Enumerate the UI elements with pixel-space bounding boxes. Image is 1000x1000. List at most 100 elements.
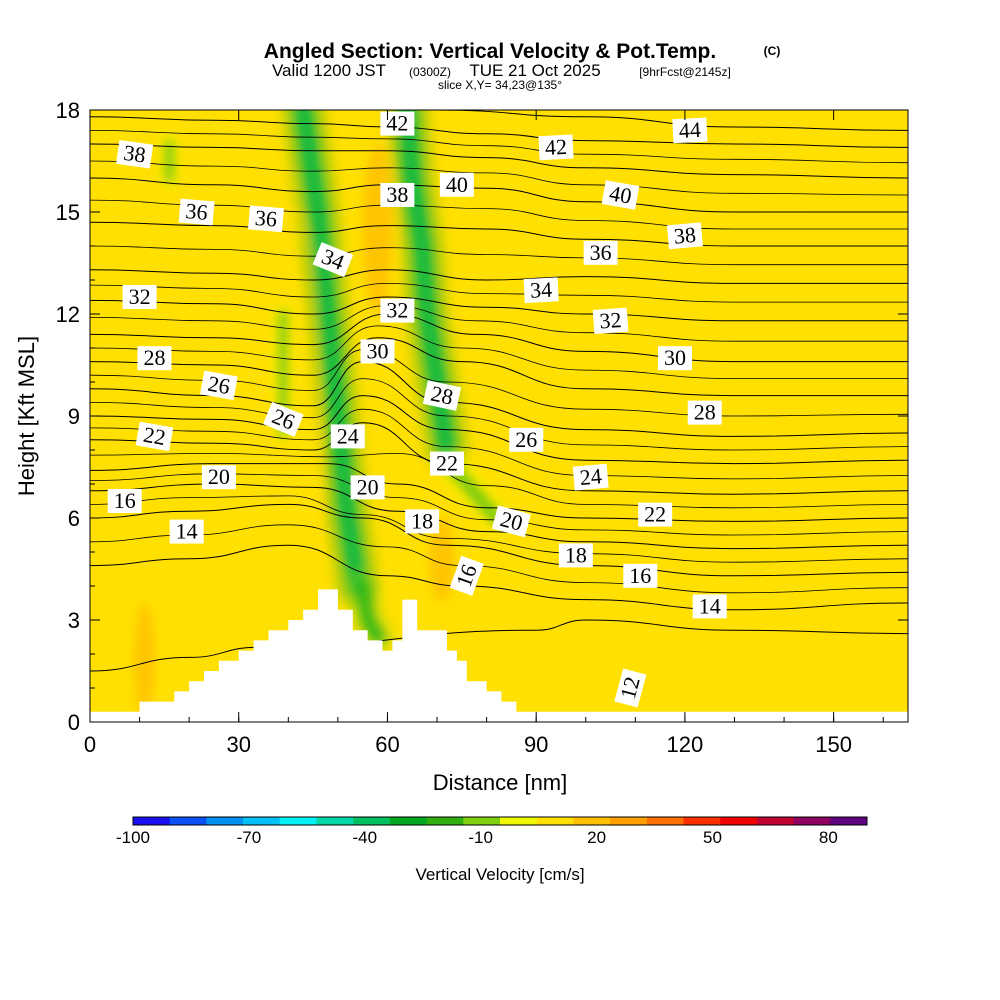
contour-label-text: 26 [206, 371, 232, 399]
contour-label-text: 38 [386, 182, 408, 207]
colorbar-swatch [353, 817, 391, 825]
colorbar-frame [132, 816, 868, 826]
theta-contour-minor [90, 282, 908, 303]
subtitle-date: TUE 21 Oct 2025 [469, 61, 600, 80]
contour-label-text: 22 [644, 502, 666, 527]
colorbar-swatch [169, 817, 207, 825]
theta-contour-minor [90, 160, 908, 196]
contour-label-bg [583, 240, 618, 265]
contour-label-bg [380, 298, 415, 323]
theta-contour-40 [90, 143, 908, 179]
contour-label-text: 14 [699, 593, 721, 618]
contour-label-20: 20 [350, 474, 385, 500]
contour-label-32: 32 [122, 284, 157, 309]
contour-label-text: 32 [386, 298, 408, 323]
y-tick-label: 15 [56, 200, 80, 225]
subtitle-utc: (0300Z) [409, 65, 451, 79]
contour-label-bg [380, 183, 415, 207]
contour-label-bg [601, 180, 640, 210]
contour-label-bg [592, 307, 629, 334]
contour-label-text: 28 [143, 345, 165, 370]
contour-label-bg [380, 111, 415, 136]
contour-label-bg [523, 277, 559, 304]
contour-label-bg [422, 380, 462, 411]
contour-label-text: 30 [664, 345, 686, 370]
y-tick-label: 6 [68, 506, 80, 531]
contour-label-text: 34 [529, 277, 552, 303]
contour-label-text: 44 [678, 117, 701, 143]
y-axis-label: Height [Kft MSL] [14, 336, 39, 496]
contour-label-bg [169, 519, 204, 544]
theta-contour-12 [90, 619, 908, 672]
contour-label-bg [405, 509, 440, 534]
contour-label-28: 28 [137, 345, 172, 371]
colorbar-tick-label: 20 [587, 828, 606, 847]
contour-label-26: 26 [200, 370, 238, 401]
theta-contour-32 [90, 296, 908, 322]
contour-label-text: 40 [446, 172, 468, 197]
contour-label-14: 14 [692, 593, 727, 619]
colorbar-swatch [646, 817, 684, 825]
colorbar-swatch [279, 817, 317, 825]
contour-label-36: 36 [178, 198, 215, 226]
colorbar-swatch [793, 817, 831, 825]
contour-label-26: 26 [509, 427, 544, 452]
y-tick-label: 0 [68, 710, 80, 735]
contour-label-22: 22 [429, 451, 464, 476]
theta-contour-28 [90, 337, 908, 397]
theta-contour-minor [90, 130, 908, 164]
contour-label-bg [666, 222, 703, 250]
colorbar-swatch [389, 817, 428, 825]
theta-contour-minor [90, 245, 908, 266]
contour-label-bg [491, 505, 531, 538]
terrain [90, 589, 908, 722]
contour-label-text: 42 [386, 111, 408, 136]
contour-label-40: 40 [439, 172, 474, 197]
colorbar-label: Vertical Velocity [cm/s] [415, 865, 584, 884]
contour-label-text: 18 [411, 508, 433, 533]
contour-label-bg [330, 424, 365, 449]
contour-label-24: 24 [572, 463, 609, 491]
slice-label: slice X,Y= 34,23@135° [438, 78, 562, 92]
contour-label-24: 24 [330, 423, 365, 449]
contour-label-bg [623, 563, 658, 588]
contour-label-text: 32 [129, 284, 151, 309]
subtitle-valid: Valid 1200 JST [272, 61, 386, 80]
contour-label-22: 22 [135, 421, 174, 452]
theta-contour-44 [437, 110, 908, 131]
contour-label-text: 18 [565, 542, 587, 567]
contour-label-bg [201, 465, 236, 490]
contour-label-42: 42 [538, 134, 574, 161]
contour-label-text: 36 [590, 240, 612, 265]
x-axis: 0 30 60 90 120 150 [84, 110, 884, 757]
contour-label-bg [439, 172, 474, 197]
contour-label-text: 20 [357, 474, 379, 499]
theta-contour-16 [90, 503, 908, 577]
theta-contour-minor [90, 452, 908, 509]
contour-label-bg [248, 205, 284, 233]
contour-label-text: 26 [515, 427, 537, 452]
contour-label-bg [449, 555, 484, 596]
contour-label-text: 30 [367, 338, 389, 363]
contour-label-bg [178, 198, 215, 226]
contour-label-38: 38 [116, 140, 154, 169]
contour-label-bg [107, 489, 142, 513]
contour-label-20: 20 [201, 464, 236, 490]
colorbar-tick-label: -40 [353, 828, 378, 847]
colorbar-swatch [683, 817, 721, 825]
contour-label-text: 36 [185, 198, 209, 225]
downdraft-halo [346, 569, 394, 654]
contour-label-16: 16 [107, 488, 142, 513]
theta-contour-minor [90, 495, 908, 563]
contour-label-text: 28 [694, 400, 716, 425]
contour-label-bg [122, 285, 157, 309]
colorbar-tick-label: -100 [116, 828, 150, 847]
y-tick-label: 9 [68, 404, 80, 429]
contour-label-text: 36 [254, 205, 278, 232]
contour-label-bg [429, 451, 464, 476]
contour-label-text: 38 [673, 222, 697, 249]
contour-label-text: 42 [544, 134, 567, 160]
x-tick-label: 150 [815, 732, 852, 757]
